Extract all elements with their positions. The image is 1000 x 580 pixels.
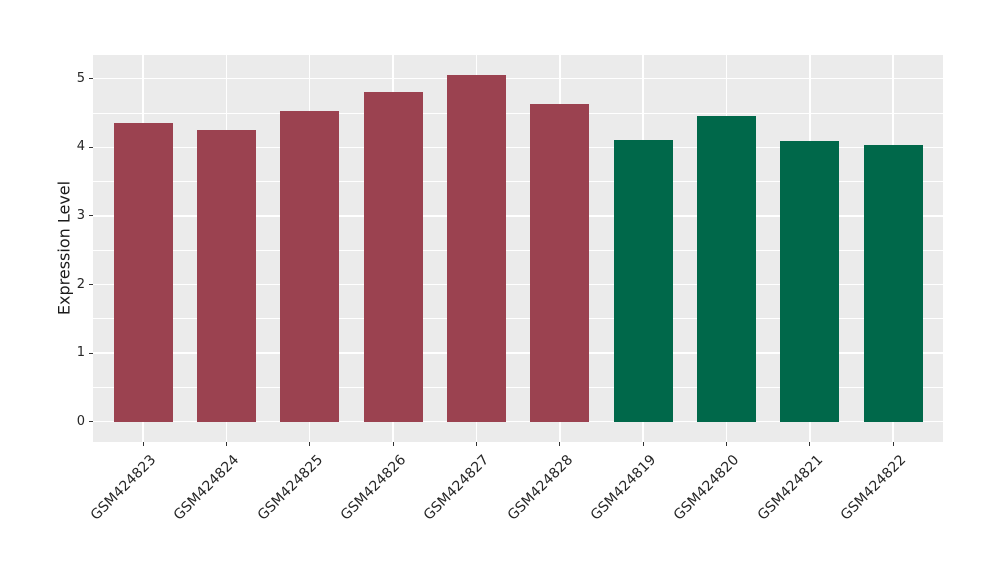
y-tick-label: 4 [76, 139, 85, 155]
minor-gridline [93, 249, 943, 251]
major-gridline [93, 146, 943, 149]
major-gridline [93, 352, 943, 354]
bar-GSM424826 [363, 91, 423, 422]
major-gridline [93, 215, 943, 217]
major-gridline [93, 77, 943, 80]
x-tick-label: GSM424826 [337, 452, 410, 524]
y-tick-label: 3 [76, 207, 85, 223]
minor-gridline [93, 318, 943, 320]
y-tick-mark [89, 78, 93, 80]
x-tick-label: GSM424825 [254, 452, 327, 524]
bar-GSM424827 [446, 75, 506, 422]
bar-GSM424824 [196, 130, 256, 422]
x-tick-mark [642, 442, 644, 446]
x-tick-mark [142, 442, 144, 446]
x-tick-label: GSM424819 [587, 452, 660, 524]
x-tick-label: GSM424824 [171, 452, 243, 524]
y-tick-label: 1 [76, 345, 85, 361]
minor-gridline [93, 386, 943, 388]
bar-GSM424825 [280, 110, 340, 422]
x-tick-label: GSM424827 [421, 452, 493, 524]
y-tick-label: 0 [76, 413, 85, 429]
x-tick-label: GSM424822 [837, 452, 910, 524]
y-axis-title: Expression Level [54, 180, 74, 316]
x-tick-mark [892, 442, 894, 446]
x-tick-mark [392, 442, 394, 446]
x-tick-mark [309, 442, 311, 446]
minor-gridline [93, 181, 943, 183]
y-tick-label: 5 [76, 70, 85, 86]
major-gridline [93, 283, 943, 286]
x-tick-mark [809, 442, 811, 446]
x-tick-mark [725, 442, 727, 446]
y-tick-mark [89, 146, 93, 148]
y-tick-mark [89, 284, 93, 285]
y-tick-mark [89, 421, 93, 423]
x-tick-mark [475, 442, 477, 446]
bar-GSM424828 [530, 104, 590, 422]
bar-GSM424823 [113, 122, 173, 422]
x-tick-label: GSM424828 [504, 452, 577, 524]
bar-GSM424820 [696, 115, 756, 422]
y-tick-mark [89, 215, 93, 217]
x-tick-label: GSM424823 [87, 452, 160, 524]
x-tick-label: GSM424820 [671, 452, 743, 524]
plot-panel [93, 55, 943, 442]
y-tick-label: 2 [76, 276, 85, 292]
bar-GSM424819 [613, 140, 673, 422]
minor-gridline [93, 112, 943, 114]
major-gridline [93, 420, 943, 423]
x-tick-label: GSM424821 [754, 452, 827, 524]
bar-GSM424821 [780, 141, 840, 422]
y-tick-mark [89, 352, 93, 354]
x-tick-mark [559, 442, 561, 446]
bar-GSM424822 [863, 145, 923, 422]
x-tick-mark [225, 442, 227, 446]
